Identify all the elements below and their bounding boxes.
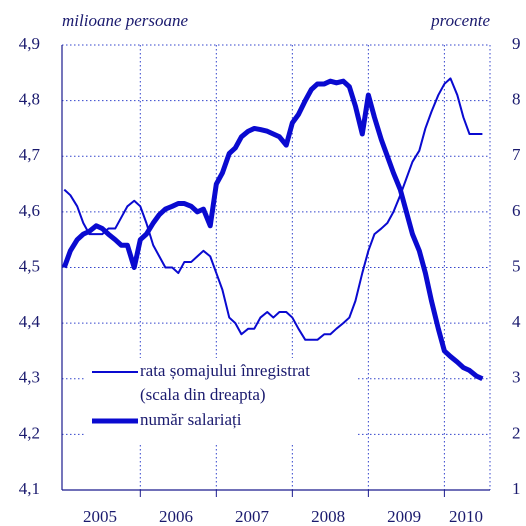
x-tick-label: 2007	[235, 507, 270, 526]
y2-tick-label: 6	[512, 201, 521, 220]
y-tick-label: 4,3	[19, 368, 40, 387]
x-tick-label: 2006	[159, 507, 193, 526]
y-tick-label: 4,9	[19, 34, 40, 53]
y2-tick-label: 9	[512, 34, 521, 53]
left-axis-label: milioane persoane	[62, 11, 189, 30]
y-tick-label: 4,4	[19, 312, 41, 331]
y2-tick-label: 2	[512, 423, 521, 442]
x-tick-label: 2009	[387, 507, 421, 526]
y2-tick-label: 1	[512, 479, 521, 498]
y-tick-label: 4,6	[19, 201, 40, 220]
data-line	[63, 77, 483, 341]
y-tick-label: 4,5	[19, 256, 40, 275]
y-tick-label: 4,2	[19, 423, 40, 442]
y-tick-label: 4,1	[19, 479, 40, 498]
y-tick-label: 4,8	[19, 90, 40, 109]
y2-tick-label: 5	[512, 256, 521, 275]
y2-tick-label: 4	[512, 312, 521, 331]
x-tick-label: 2010	[449, 507, 483, 526]
x-tick-label: 2005	[83, 507, 117, 526]
y2-tick-label: 8	[512, 90, 521, 109]
data-line	[61, 78, 484, 382]
y-tick-label: 4,7	[19, 145, 41, 164]
legend-label: rata șomajului înregistrat	[140, 361, 310, 380]
y2-tick-label: 7	[512, 145, 521, 164]
legend-label: număr salariați	[140, 410, 242, 429]
x-tick-label: 2008	[311, 507, 345, 526]
right-axis-label: procente	[430, 11, 490, 30]
legend-note: (scala din dreapta)	[140, 385, 266, 404]
y2-tick-label: 3	[512, 368, 521, 387]
